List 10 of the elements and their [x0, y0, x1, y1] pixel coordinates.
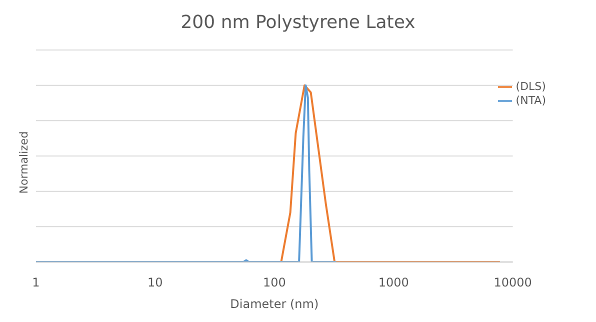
- x-tick-label: 1000: [378, 276, 409, 290]
- y-axis-title: Normalized: [18, 131, 30, 194]
- x-axis-title: Diameter (nm): [230, 297, 319, 311]
- x-tick-label: 100: [262, 276, 286, 290]
- x-tick-label: 10000: [494, 276, 532, 290]
- legend-label: (DLS): [516, 80, 546, 94]
- x-tick-label: 1: [32, 276, 40, 290]
- x-tick-label: 10: [148, 276, 163, 290]
- legend-label: (NTA): [516, 94, 546, 108]
- chart-title: 200 nm Polystyrene Latex: [180, 12, 416, 33]
